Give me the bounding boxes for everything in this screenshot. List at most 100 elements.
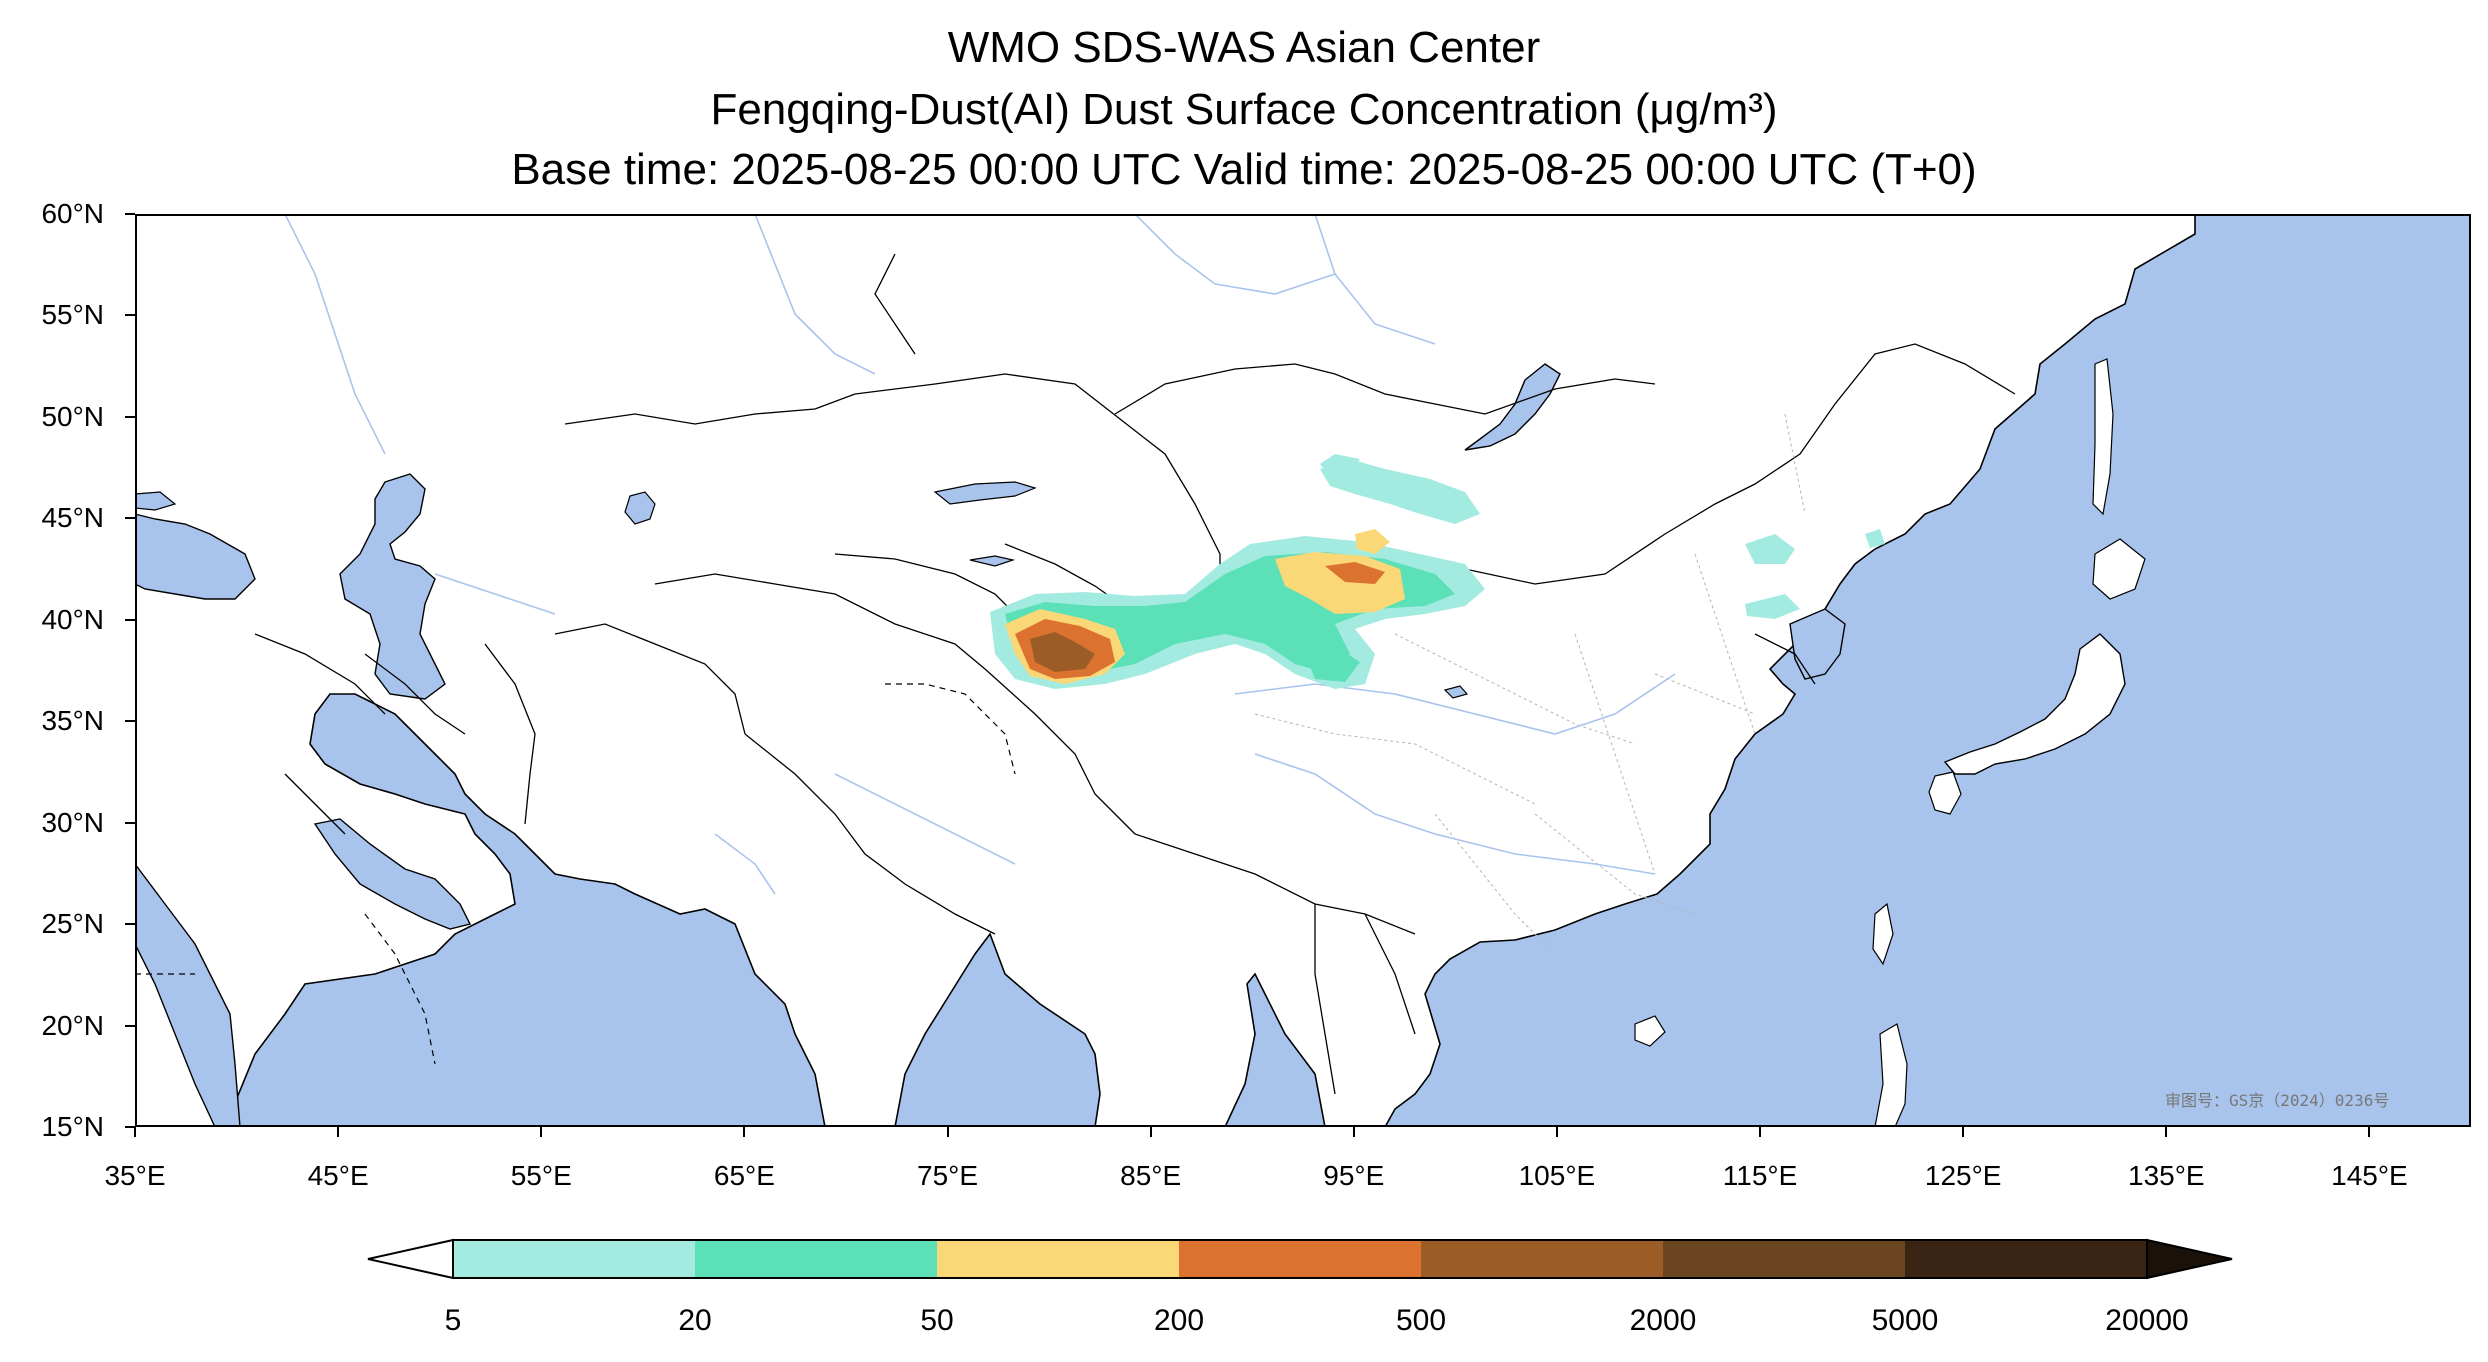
lon-tick-mark [743,1127,746,1137]
colorbar-segment [1905,1240,2148,1278]
colorbar-segment [695,1240,938,1278]
lon-tick-label: 105°E [1518,1160,1596,1191]
lat-tick-mark [125,1024,135,1027]
colorbar-tick-label: 5 [444,1304,462,1337]
lat-tick-mark [125,213,135,215]
dust-inner-mongolia-2 [1745,594,1800,619]
lon-tick-label: 75°E [917,1160,979,1191]
land-luzon [1874,1023,1908,1127]
lon-tick-label: 35°E [104,1160,166,1191]
lat-tick-label: 35°N [41,705,104,737]
lon-tick-mark [1149,1127,1152,1137]
lat-tick-label: 15°N [41,1111,104,1142]
azov-sea [135,491,177,511]
lon-tick-label: 135°E [2128,1160,2205,1191]
dust-turpan-core [1325,562,1385,584]
land-japan-hokkaido [2092,538,2146,600]
colorbar-tick-label: 5000 [1871,1304,1939,1337]
bohai-sea [1789,608,1846,680]
dust-turpan [1275,552,1405,614]
lon-tick-label: 145°E [2331,1160,2408,1191]
dust-junggar [1320,459,1480,524]
land-sakhalin [2092,358,2114,516]
lat-tick-label: 20°N [41,1009,104,1041]
lat-tick-mark [125,821,135,824]
colorbar-segment [453,1240,696,1278]
lat-tick-label: 40°N [41,603,104,635]
dust-junggar-top [1320,454,1360,476]
lon-tick-mark [2165,1127,2168,1137]
colorbar-segment [1663,1240,1906,1278]
lon-tick-mark [1555,1127,1558,1137]
colorbar-tick-label: 200 [1153,1304,1205,1337]
lat-tick-mark [125,517,135,520]
lat-tick-label: 25°N [41,908,104,940]
caspian-sea [339,473,446,700]
dust-inner-mongolia [1745,534,1795,564]
dust-inner-mongolia-3 [1865,529,1885,548]
review-number: 审图号：GS京（2024）0236号 [2165,1091,2389,1110]
colorbar-tick-label: 2000 [1629,1304,1697,1337]
lat-tick-label: 60°N [41,198,104,229]
lake-baikal [1464,363,1561,451]
land-japan-kyushu [1928,771,1962,815]
lat-tick-label: 30°N [41,806,104,838]
lon-tick-mark [134,1127,136,1137]
aral-sea [624,491,656,525]
lon-tick-label: 95°E [1323,1160,1385,1191]
lon-tick-mark [337,1127,340,1137]
red-sea [135,862,241,1127]
colorbar-tick-label: 20000 [2105,1304,2189,1337]
lon-tick-mark [2368,1127,2371,1137]
lat-tick-label: 45°N [41,502,104,534]
lon-tick-mark [1962,1127,1965,1137]
lat-tick-label: 55°N [41,299,104,331]
colorbar-segment [1179,1240,1422,1278]
issyk-kul [969,555,1016,567]
colorbar-tick-label: 50 [920,1304,954,1337]
colorbar-segment [1421,1240,1664,1278]
dust-taklimakan-deep [1030,632,1095,672]
colorbar [367,1238,2233,1280]
colorbar-under-arrow [367,1238,454,1280]
lat-tick-mark [125,720,135,723]
lat-tick-mark [125,314,135,317]
colorbar-outline [452,1239,2148,1279]
lon-tick-label: 85°E [1120,1160,1182,1191]
title-line-2: Fengqing-Dust(AI) Dust Surface Concentra… [710,85,1778,134]
lat-tick-mark [125,415,135,418]
lon-tick-mark [1759,1127,1762,1137]
land-hainan [1634,1015,1666,1047]
lon-tick-mark [946,1127,949,1137]
land-japan-honshu [1943,633,2126,775]
lon-tick-label: 125°E [1924,1160,2002,1191]
province-borders [1254,413,1806,955]
title-line-3: Base time: 2025-08-25 00:00 UTC Valid ti… [511,145,1977,194]
colorbar-over-arrow [2146,1238,2233,1280]
colorbar-tick-label: 500 [1395,1304,1447,1337]
land-taiwan [1872,902,1894,966]
lon-tick-label: 65°E [713,1160,775,1191]
lake-balkhash [933,481,1037,505]
lon-tick-label: 115°E [1722,1160,1798,1191]
colorbar-segment [937,1240,1180,1278]
dust-qaidam [1305,646,1360,682]
dashed-borders [135,683,1016,1065]
map-plot: 审图号：GS京（2024）0236号 [135,214,2471,1127]
dust-contours [990,454,1885,689]
rivers [284,214,1676,895]
lon-tick-mark [1352,1127,1355,1137]
lon-tick-label: 45°E [307,1160,369,1191]
lon-tick-mark [540,1127,543,1137]
persian-gulf [313,818,472,930]
lat-tick-mark [125,1126,135,1128]
qinghai-lake [1443,685,1469,699]
lat-tick-mark [125,923,135,926]
lat-tick-mark [125,618,135,621]
dust-turpan-b [1355,529,1390,554]
colorbar-tick-label: 20 [678,1304,712,1337]
lat-tick-label: 50°N [41,400,104,432]
lon-tick-label: 55°E [510,1160,572,1191]
map-frame [135,214,2471,1127]
title-line-1: WMO SDS-WAS Asian Center [947,23,1541,72]
